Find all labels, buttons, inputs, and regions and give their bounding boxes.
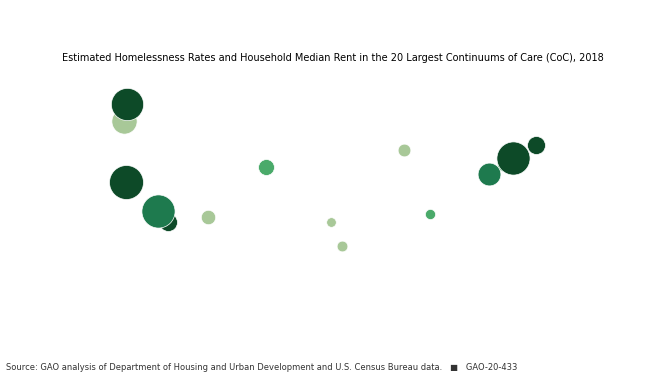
Point (484, 171, 494, 177)
Point (499, 162, 509, 168)
Text: Source: GAO analysis of Department of Housing and Urban Development and U.S. Cen: Source: GAO analysis of Department of Ho… (6, 363, 518, 372)
Point (118, 118, 129, 124)
Point (203, 214, 214, 220)
Point (157, 212, 167, 218)
Point (531, 142, 541, 148)
Point (508, 155, 518, 161)
Point (162, 220, 173, 226)
Point (154, 210, 164, 216)
Point (124, 182, 134, 188)
Point (337, 243, 347, 249)
Point (424, 211, 435, 217)
Point (399, 147, 410, 153)
Title: Estimated Homelessness Rates and Household Median Rent in the 20 Largest Continu: Estimated Homelessness Rates and Househo… (62, 53, 604, 62)
Point (125, 184, 135, 190)
Point (153, 208, 163, 214)
Point (120, 180, 131, 186)
Point (261, 164, 271, 170)
Point (122, 101, 132, 107)
Point (326, 220, 336, 226)
